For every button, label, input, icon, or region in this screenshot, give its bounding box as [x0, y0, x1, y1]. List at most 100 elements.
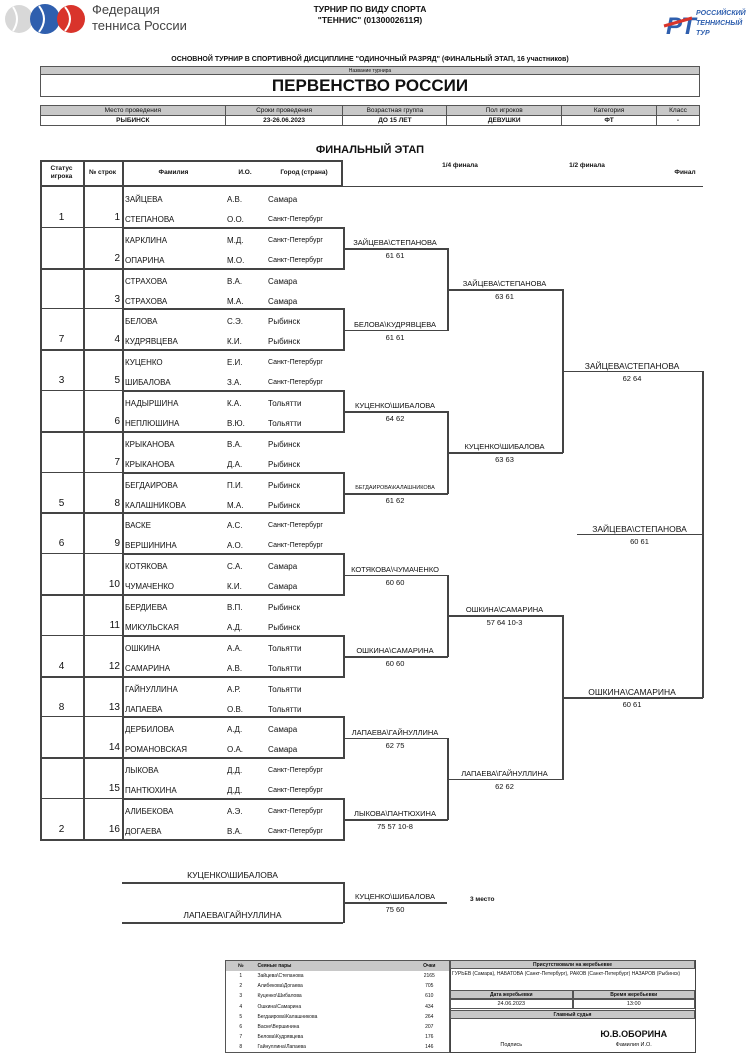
- federation-name: Федерация тенниса России: [92, 2, 187, 34]
- match-winner: ЛАПАЕВА\ГАЙНУЛЛИНА: [351, 727, 439, 737]
- player-initials: В.А.: [227, 276, 243, 286]
- pair-separator: [40, 512, 343, 515]
- player-city: Самара: [268, 296, 298, 306]
- player-initials: С.А.: [227, 562, 243, 572]
- bracket-line: [343, 656, 448, 658]
- status-cell: 8: [58, 701, 65, 713]
- line-number: 15: [108, 783, 120, 795]
- info-dates: 23-26.06.2023: [224, 115, 344, 126]
- signature-label[interactable]: Подпись: [500, 1042, 523, 1048]
- player-initials: А.Э.: [227, 807, 243, 816]
- seed-no: 6: [239, 1024, 243, 1031]
- seed-no: 3: [239, 993, 243, 1000]
- third-place-label: 3 место: [470, 896, 495, 903]
- seed-no: 2: [239, 982, 243, 989]
- player-initials: К.И.: [227, 337, 242, 347]
- stage-title: ФИНАЛЬНЫЙ ЭТАП: [315, 144, 425, 156]
- match-winner: ОШКИНА\САМАРИНА: [356, 646, 434, 656]
- player-surname: КУЦЕНКО: [125, 358, 163, 368]
- seed-row: 1 Зайцева\Степанова 2165: [226, 971, 450, 981]
- svg-text:РТ: РТ: [666, 13, 698, 40]
- player-surname: ЗАЙЦЕВА: [125, 195, 163, 204]
- col-final: Финал: [674, 169, 696, 176]
- match-winner: ОШКИНА\САМАРИНА: [588, 687, 676, 697]
- third-place-pair-1: КУЦЕНКО\ШИБАЛОВА: [187, 870, 278, 880]
- player-surname: РОМАНОВСКАЯ: [125, 745, 188, 755]
- player-surname: КАРКЛИНА: [125, 235, 168, 245]
- col-city: Город (страна): [280, 169, 328, 176]
- player-city: Санкт-Петербург: [268, 256, 323, 264]
- draw-box-border: [450, 1052, 695, 1053]
- pair-box-edge: [122, 553, 345, 556]
- player-surname: СТЕПАНОВА: [125, 215, 175, 224]
- match-score: 61 61: [385, 332, 405, 342]
- match-score: 64 62: [385, 414, 405, 424]
- seed-points: 705: [425, 982, 434, 989]
- pair-box-edge: [122, 634, 345, 637]
- seed-no: 5: [239, 1013, 243, 1020]
- player-city: Рыбинск: [268, 500, 301, 510]
- player-surname: КРЫКАНОВА: [125, 459, 175, 469]
- seed-points: 176: [425, 1034, 434, 1041]
- player-city: Санкт-Петербург: [268, 828, 323, 835]
- table-column-border: [83, 160, 85, 840]
- bracket-line: [343, 329, 448, 332]
- seed-points: 434: [425, 1003, 434, 1010]
- line-number: 16: [108, 824, 120, 835]
- seed-pair: Зайцева\Степанова: [257, 972, 304, 979]
- tournament-name-box: Название турнира ПЕРВЕНСТВО РОССИИ: [40, 66, 700, 97]
- info-header: Сроки проведения: [224, 105, 344, 116]
- seed-pair: Васке\Вершинина: [257, 1024, 300, 1031]
- player-city: Тольятти: [268, 663, 302, 673]
- third-place-line: [122, 922, 343, 924]
- draw-box-border: [695, 960, 696, 1053]
- tournament-name: ПЕРВЕНСТВО РОССИИ: [271, 76, 469, 95]
- match-score: 61 62: [385, 496, 405, 505]
- player-city: Тольятти: [268, 399, 302, 408]
- federation-logo: [5, 4, 85, 34]
- player-surname: ВЕРШИНИНА: [125, 541, 177, 551]
- third-place-winner: КУЦЕНКО\ШИБАЛОВА: [354, 892, 436, 901]
- player-surname: ГАЙНУЛЛИНА: [125, 684, 178, 694]
- bracket-line: [343, 248, 448, 250]
- col-line: № строк: [88, 169, 117, 176]
- federation-line1: Федерация: [92, 2, 160, 17]
- player-city: Рыбинск: [268, 459, 301, 469]
- player-city: Самара: [268, 562, 298, 572]
- player-surname: КРЫКАНОВА: [125, 439, 175, 449]
- player-initials: В.П.: [227, 603, 243, 612]
- player-city: Санкт-Петербург: [268, 236, 323, 244]
- svg-text:ТЕННИСНЫЙ: ТЕННИСНЫЙ: [696, 18, 743, 27]
- info-header: Место проведения: [40, 105, 226, 116]
- player-city: Рыбинск: [268, 480, 301, 490]
- line-number: 14: [108, 742, 120, 754]
- seeds-col-points: Очки: [423, 962, 436, 969]
- bracket-line: [447, 615, 563, 617]
- seed-row: 7 Белова\Кудрявцева 176: [226, 1032, 450, 1042]
- info-category: ФТ: [561, 115, 657, 126]
- pair-box-edge: [122, 390, 345, 392]
- player-initials: А.А.: [227, 643, 243, 653]
- seed-row: 6 Васке\Вершинина 207: [226, 1022, 450, 1032]
- referee-name-label: Фамилия И.О.: [615, 1042, 652, 1048]
- player-surname: СТРАХОВА: [125, 296, 168, 306]
- third-place-line: [122, 882, 343, 884]
- line-number: 6: [114, 416, 120, 427]
- match-winner: БЕЛОВА\КУДРЯВЦЕВА: [353, 319, 437, 329]
- svg-text:ТУР: ТУР: [696, 30, 710, 37]
- player-surname: СТРАХОВА: [125, 276, 168, 286]
- svg-text:РОССИЙСКИЙ: РОССИЙСКИЙ: [696, 8, 747, 17]
- player-surname: БЕГДАИРОВА: [125, 480, 178, 490]
- seed-no: 4: [239, 1003, 243, 1010]
- match-winner: КУЦЕНКО\ШИБАЛОВА: [354, 401, 436, 411]
- line-number: 13: [108, 701, 120, 713]
- player-initials: А.О.: [227, 541, 244, 551]
- player-initials: В.Ю.: [227, 419, 245, 428]
- present-list: ГУРЬЕВ (Самара), НАБАТОВА (Санкт-Петербу…: [452, 971, 681, 977]
- draw-time: 13:00: [572, 999, 695, 1009]
- seeds-col-pair: Сеяные пары: [257, 962, 292, 969]
- pair-separator: [40, 267, 343, 270]
- player-city: Санкт-Петербург: [268, 216, 323, 223]
- line-number: 8: [114, 497, 120, 509]
- info-header: Категория: [561, 105, 657, 116]
